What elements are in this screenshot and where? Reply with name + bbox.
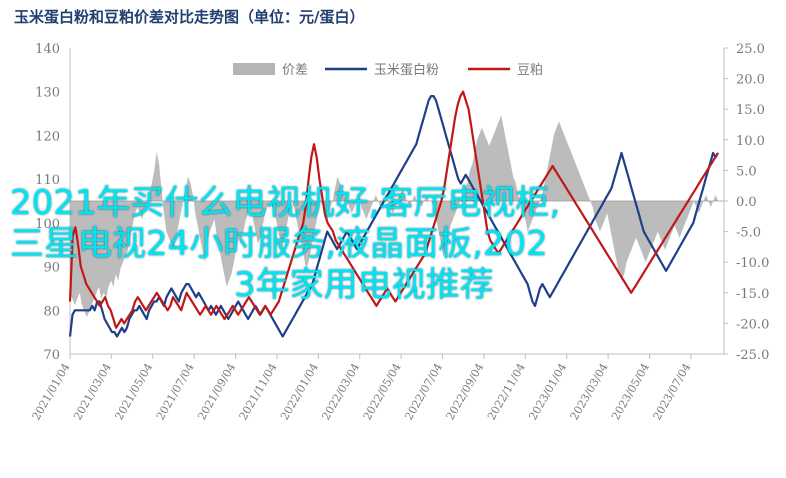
series-area-spread (70, 115, 718, 318)
left-tick-label: 80 (43, 304, 60, 319)
x-tick-label: 2022/07/04 (402, 361, 445, 422)
right-tick-label: 25.0 (736, 42, 765, 57)
overlay-line-3: 3年家用电视推荐 (234, 265, 494, 305)
x-tick-label: 2023/03/04 (568, 361, 611, 422)
x-tick-label: 2021/07/04 (154, 361, 197, 422)
right-tick-label: -25.0 (736, 348, 769, 363)
x-tick-label: 2021/11/04 (237, 361, 280, 422)
x-tick-label: 2023/07/04 (651, 361, 694, 422)
x-tick-label: 2022/03/04 (319, 361, 362, 422)
x-tick-label: 2022/05/04 (361, 361, 404, 422)
overlay-line-1: 2021年买什么电视机好,客厅电视柜, (10, 183, 561, 223)
x-tick-label: 2022/01/04 (278, 361, 321, 422)
left-tick-label: 130 (35, 86, 60, 101)
x-tick-label: 2021/09/04 (195, 361, 238, 422)
overlay-line-2: 三星电视24小时服务,液晶面板,202 (10, 224, 548, 264)
series-line-soybean-meal (68, 90, 719, 329)
right-tick-label: 10.0 (736, 134, 765, 149)
right-tick-label: 5.0 (736, 164, 757, 179)
legend-label-corn-gluten-meal: 玉米蛋白粉 (374, 62, 439, 78)
right-tick-label: -15.0 (736, 287, 769, 302)
left-tick-label: 120 (35, 129, 60, 144)
legend-swatch-spread (233, 63, 275, 75)
x-tick-label: 2023/01/04 (526, 361, 569, 422)
right-tick-label: 0.0 (736, 195, 757, 210)
left-tick-label: 110 (35, 173, 60, 188)
x-tick-label: 2021/01/04 (30, 361, 73, 422)
legend-label-soybean-meal: 豆粕 (517, 63, 543, 78)
x-tick-label: 2021/03/04 (71, 361, 114, 422)
series-line-corn-gluten-meal (68, 95, 719, 338)
left-tick-label: 100 (35, 217, 60, 232)
x-tick-label: 2021/05/04 (112, 361, 155, 422)
left-tick-label: 70 (43, 348, 60, 363)
legend-label-spread: 价差 (282, 63, 308, 78)
chart-title: 玉米蛋白粉和豆粕价差对比走势图（单位：元/蛋白） (14, 8, 365, 26)
right-tick-label: -20.0 (736, 317, 769, 332)
left-tick-label: 90 (43, 261, 60, 276)
right-tick-label: -10.0 (736, 256, 769, 271)
right-tick-label: 15.0 (736, 103, 765, 118)
x-tick-label: 2022/09/04 (444, 361, 487, 422)
right-tick-label: -5.0 (736, 226, 761, 241)
right-tick-label: 20.0 (736, 73, 765, 88)
x-tick-label: 2023/05/04 (609, 361, 652, 422)
watermark-overlay-text: 2021年买什么电视机好,客厅电视柜, 三星电视24小时服务,液晶面板,202 … (10, 183, 670, 306)
x-tick-label: 2022/11/04 (485, 361, 528, 422)
left-tick-label: 140 (35, 42, 60, 57)
